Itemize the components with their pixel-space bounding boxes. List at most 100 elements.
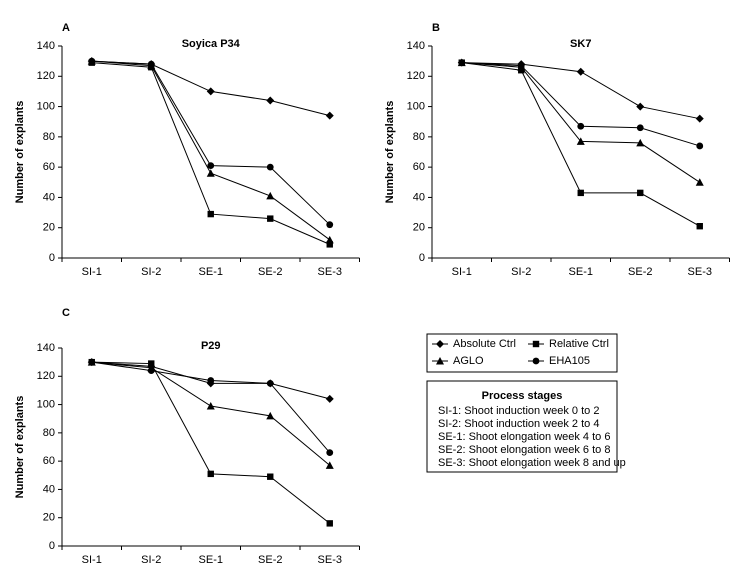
- y-tick-label: 0: [49, 540, 55, 552]
- x-tick-label: SI-1: [82, 266, 102, 278]
- chart-title: Soyica P34: [182, 38, 241, 50]
- y-tick-label: 40: [413, 191, 425, 203]
- x-tick-label: SE-3: [688, 266, 712, 278]
- legend-label: AGLO: [453, 355, 484, 367]
- y-tick-label: 100: [37, 100, 55, 112]
- data-point: [266, 411, 275, 420]
- y-tick-label: 100: [407, 100, 425, 112]
- data-point: [325, 235, 334, 244]
- y-tick-label: 60: [413, 161, 425, 173]
- x-tick-label: SI-2: [511, 266, 531, 278]
- data-point: [266, 163, 274, 171]
- y-tick-label: 140: [37, 40, 55, 52]
- x-tick-label: SE-3: [318, 554, 342, 566]
- legend-label: Relative Ctrl: [549, 338, 609, 350]
- series-line: [91, 60, 331, 226]
- data-point: [636, 124, 644, 132]
- panel-label: B: [432, 22, 440, 34]
- data-point: [267, 473, 274, 480]
- legend-box: [426, 333, 618, 373]
- y-tick-label: 120: [37, 70, 55, 82]
- y-tick-label: 80: [413, 131, 425, 143]
- legend-marker: [532, 340, 540, 348]
- y-tick-label: 140: [407, 40, 425, 52]
- legend-marker: [532, 357, 540, 365]
- y-tick-label: 40: [43, 483, 55, 495]
- data-point: [636, 138, 645, 147]
- x-tick-label: SI-1: [452, 266, 472, 278]
- legend-label: EHA105: [549, 355, 590, 367]
- y-tick-label: 20: [43, 222, 55, 234]
- data-point: [266, 191, 275, 200]
- y-axis-label: Number of explants: [384, 101, 396, 204]
- y-tick-label: 80: [43, 131, 55, 143]
- data-point: [88, 358, 96, 366]
- data-point: [148, 360, 155, 367]
- legend-marker: [436, 340, 444, 348]
- process-box: [426, 380, 618, 473]
- y-tick-label: 20: [413, 222, 425, 234]
- panel-label: A: [62, 22, 70, 34]
- x-tick-label: SE-1: [569, 266, 593, 278]
- y-tick-label: 80: [43, 427, 55, 439]
- legend-label: Absolute Ctrl: [453, 338, 516, 350]
- data-point: [207, 210, 214, 218]
- y-tick-label: 100: [37, 398, 55, 410]
- process-line: SI-2: Shoot induction week 2 to 4: [438, 418, 599, 430]
- y-tick-label: 0: [49, 252, 55, 264]
- data-point: [636, 102, 645, 111]
- data-point: [696, 142, 704, 150]
- x-tick-label: SE-2: [258, 554, 282, 566]
- data-point: [576, 137, 585, 145]
- data-point: [207, 470, 214, 478]
- x-tick-label: SE-2: [628, 266, 652, 278]
- series-line: [461, 62, 701, 183]
- y-axis-label: Number of explants: [14, 396, 26, 499]
- y-tick-label: 60: [43, 455, 55, 467]
- data-point: [266, 379, 274, 387]
- process-line: SE-3: Shoot elongation week 8 and up: [438, 457, 626, 469]
- data-point: [325, 461, 334, 469]
- data-point: [326, 221, 334, 229]
- legend-marker: [436, 357, 444, 365]
- y-tick-label: 140: [37, 342, 55, 354]
- data-point: [695, 178, 704, 186]
- x-tick-label: SE-2: [258, 266, 282, 278]
- data-point: [696, 223, 703, 230]
- chart-title: P29: [201, 340, 221, 352]
- data-point: [637, 189, 644, 197]
- x-tick-label: SI-1: [82, 554, 102, 566]
- data-point: [577, 122, 585, 130]
- process-title: Process stages: [482, 390, 563, 402]
- y-tick-label: 40: [43, 191, 55, 203]
- data-point: [576, 67, 585, 76]
- y-tick-label: 120: [407, 70, 425, 82]
- data-point: [207, 162, 215, 170]
- x-tick-label: SE-1: [199, 554, 223, 566]
- data-point: [206, 87, 215, 96]
- data-point: [267, 215, 274, 222]
- x-tick-label: SE-3: [318, 266, 342, 278]
- data-point: [325, 394, 334, 403]
- x-tick-label: SI-2: [141, 266, 161, 278]
- data-point: [206, 401, 215, 410]
- data-point: [577, 189, 584, 197]
- process-line: SE-2: Shoot elongation week 6 to 8: [438, 444, 610, 456]
- y-axis-label: Number of explants: [14, 101, 26, 204]
- y-tick-label: 0: [419, 252, 425, 264]
- data-point: [88, 57, 96, 65]
- data-point: [207, 377, 215, 384]
- x-tick-label: SI-2: [141, 554, 161, 566]
- chart-title: SK7: [570, 38, 591, 50]
- data-point: [266, 96, 275, 105]
- data-point: [517, 62, 525, 70]
- data-point: [325, 111, 334, 120]
- process-line: SI-1: Shoot induction week 0 to 2: [438, 405, 599, 417]
- data-point: [326, 520, 333, 527]
- data-point: [695, 114, 704, 123]
- x-tick-label: SE-1: [199, 266, 223, 278]
- process-line: SE-1: Shoot elongation week 4 to 6: [438, 431, 610, 443]
- data-point: [326, 449, 334, 457]
- y-tick-label: 20: [43, 512, 55, 524]
